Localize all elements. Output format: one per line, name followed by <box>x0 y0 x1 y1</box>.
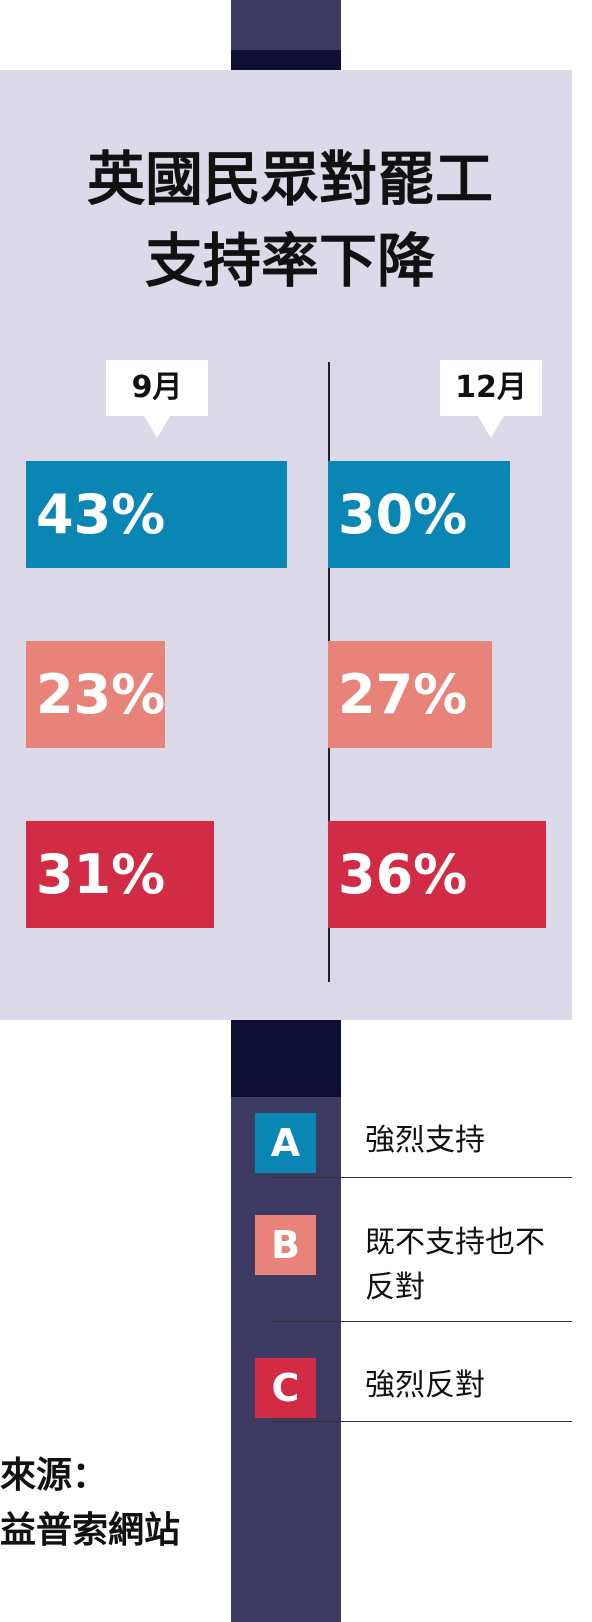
chart-title: 英國民眾對罷工 <box>86 145 493 213</box>
value-label: 30% <box>338 483 468 546</box>
strip <box>231 50 341 70</box>
legend-label: 強烈反對 <box>365 1368 485 1403</box>
legend-label: 既不支持也不反對 <box>365 1225 545 1305</box>
legend-label: 強烈支持 <box>365 1123 485 1158</box>
strip <box>231 1020 341 1097</box>
bar <box>328 821 547 928</box>
value-label: 43% <box>36 483 166 546</box>
value-label: 31% <box>36 843 166 906</box>
strip <box>231 0 341 50</box>
value-label: 36% <box>338 843 468 906</box>
legend-rule <box>270 1421 572 1422</box>
legend-rule <box>270 1177 572 1178</box>
bar <box>328 461 510 568</box>
bar <box>26 461 287 568</box>
source: 來源： <box>0 1455 109 1496</box>
chart-title: 支持率下降 <box>144 227 435 295</box>
source: 益普索網站 <box>0 1510 181 1551</box>
bar <box>26 821 214 928</box>
bar <box>26 641 166 748</box>
legend-swatch: A <box>255 1113 316 1173</box>
group-label: 9月 <box>106 360 208 438</box>
legend-rule <box>270 1321 572 1322</box>
legend-swatch: B <box>255 1215 316 1275</box>
value-label: 27% <box>338 663 468 726</box>
group-label: 12月 <box>440 360 542 438</box>
bar <box>328 641 492 748</box>
legend-swatch: C <box>255 1358 316 1418</box>
value-label: 23% <box>36 663 166 726</box>
